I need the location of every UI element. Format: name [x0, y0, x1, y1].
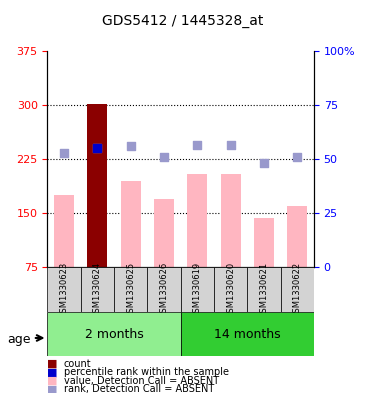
- Bar: [220, 174, 241, 267]
- Point: [161, 154, 167, 160]
- Text: count: count: [64, 358, 92, 369]
- FancyBboxPatch shape: [114, 267, 147, 312]
- Point: [61, 150, 67, 156]
- FancyBboxPatch shape: [181, 312, 314, 356]
- FancyBboxPatch shape: [281, 267, 314, 312]
- Text: GDS5412 / 1445328_at: GDS5412 / 1445328_at: [102, 14, 263, 28]
- Point: [195, 142, 200, 149]
- Text: GSM1330626: GSM1330626: [160, 262, 169, 318]
- Bar: [88, 104, 107, 267]
- FancyBboxPatch shape: [214, 267, 247, 312]
- Text: GSM1330619: GSM1330619: [193, 262, 202, 318]
- Text: ■: ■: [47, 358, 58, 369]
- Text: GSM1330625: GSM1330625: [126, 262, 135, 318]
- Text: age: age: [7, 332, 31, 346]
- Point: [128, 143, 134, 149]
- Text: GSM1330623: GSM1330623: [59, 262, 69, 318]
- Text: percentile rank within the sample: percentile rank within the sample: [64, 367, 229, 377]
- Bar: [154, 199, 174, 267]
- Point: [95, 145, 100, 151]
- Point: [95, 145, 100, 151]
- FancyBboxPatch shape: [181, 267, 214, 312]
- FancyBboxPatch shape: [47, 312, 181, 356]
- Text: ■: ■: [47, 367, 58, 377]
- Text: 14 months: 14 months: [214, 327, 281, 341]
- Bar: [54, 195, 74, 267]
- Text: ■: ■: [47, 384, 58, 393]
- Point: [261, 160, 267, 166]
- Bar: [287, 206, 307, 267]
- FancyBboxPatch shape: [147, 267, 181, 312]
- Text: ■: ■: [47, 376, 58, 386]
- FancyBboxPatch shape: [47, 267, 81, 312]
- Text: value, Detection Call = ABSENT: value, Detection Call = ABSENT: [64, 376, 219, 386]
- FancyBboxPatch shape: [247, 267, 281, 312]
- Point: [294, 154, 300, 160]
- Text: GSM1330622: GSM1330622: [293, 262, 302, 318]
- Text: GSM1330620: GSM1330620: [226, 262, 235, 318]
- Bar: [187, 174, 207, 267]
- Text: GSM1330624: GSM1330624: [93, 262, 102, 318]
- Text: 2 months: 2 months: [85, 327, 143, 341]
- Bar: [254, 218, 274, 267]
- Text: rank, Detection Call = ABSENT: rank, Detection Call = ABSENT: [64, 384, 214, 393]
- Text: GSM1330621: GSM1330621: [260, 262, 268, 318]
- Bar: [121, 181, 141, 267]
- FancyBboxPatch shape: [81, 267, 114, 312]
- Point: [228, 142, 234, 149]
